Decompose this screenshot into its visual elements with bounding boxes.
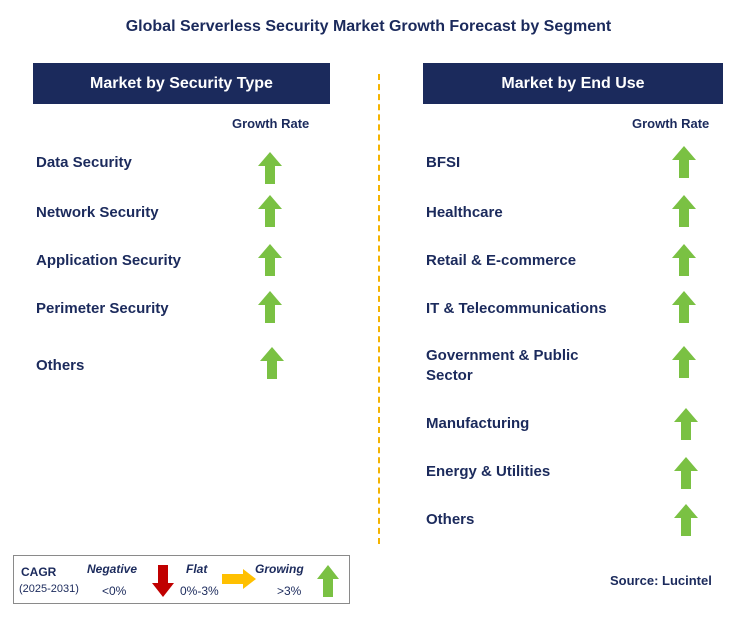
segment-label: Data Security (36, 154, 132, 171)
segment-label: IT & Telecommunications (426, 300, 607, 317)
growing-arrow-icon (672, 195, 696, 227)
growing-arrow-icon (672, 244, 696, 276)
negative-arrow-icon (152, 565, 174, 597)
segment-label: Energy & Utilities (426, 463, 551, 480)
growing-arrow-icon (672, 291, 696, 323)
segment-label: Perimeter Security (36, 300, 169, 317)
growing-arrow-icon (258, 291, 282, 323)
growing-arrow-icon (258, 195, 282, 227)
growing-arrow-icon (672, 146, 696, 178)
segment-label: Others (426, 511, 475, 528)
growing-arrow-icon (260, 347, 284, 379)
segment-label: Application Security (36, 252, 182, 269)
chart-title: Global Serverless Security Market Growth… (125, 18, 612, 35)
legend-flat-range: 0%-3% (180, 584, 219, 598)
end-use-header: Market by End Use (423, 63, 723, 104)
panel-divider (378, 74, 380, 544)
growing-arrow-icon (258, 152, 282, 184)
legend-growing-range: >3% (277, 584, 302, 598)
legend-negative-label: Negative (87, 562, 138, 576)
segment-label: Manufacturing (426, 415, 530, 432)
legend-cagr-label: CAGR (21, 565, 57, 579)
legend-period: (2025-2031) (19, 583, 79, 595)
growing-arrow-icon (674, 457, 698, 489)
segment-label: Government & Public Sector (426, 347, 579, 384)
segment-label: Healthcare (426, 204, 503, 221)
growing-arrow-icon (258, 244, 282, 276)
security-type-header: Market by Security Type (33, 63, 330, 104)
cagr-legend: CAGR (2025-2031) Negative <0% Flat 0%-3%… (13, 555, 350, 604)
growing-arrow-icon (672, 346, 696, 378)
segment-label: BFSI (426, 154, 461, 171)
growth-rate-heading-right: Growth Rate (632, 116, 710, 131)
growing-arrow-icon (674, 408, 698, 440)
growth-rate-heading-left: Growth Rate (232, 116, 310, 131)
segment-label: Retail & E-commerce (426, 252, 577, 269)
legend-flat-label: Flat (186, 562, 208, 576)
flat-arrow-icon (222, 569, 256, 589)
segment-label: Network Security (36, 204, 159, 221)
legend-negative-range: <0% (102, 584, 127, 598)
growing-arrow-icon (674, 504, 698, 536)
growing-legend-arrow-icon (317, 565, 339, 597)
segment-label: Others (36, 357, 85, 374)
legend-growing-label: Growing (255, 562, 304, 576)
source-note: Source: Lucintel (610, 573, 712, 588)
